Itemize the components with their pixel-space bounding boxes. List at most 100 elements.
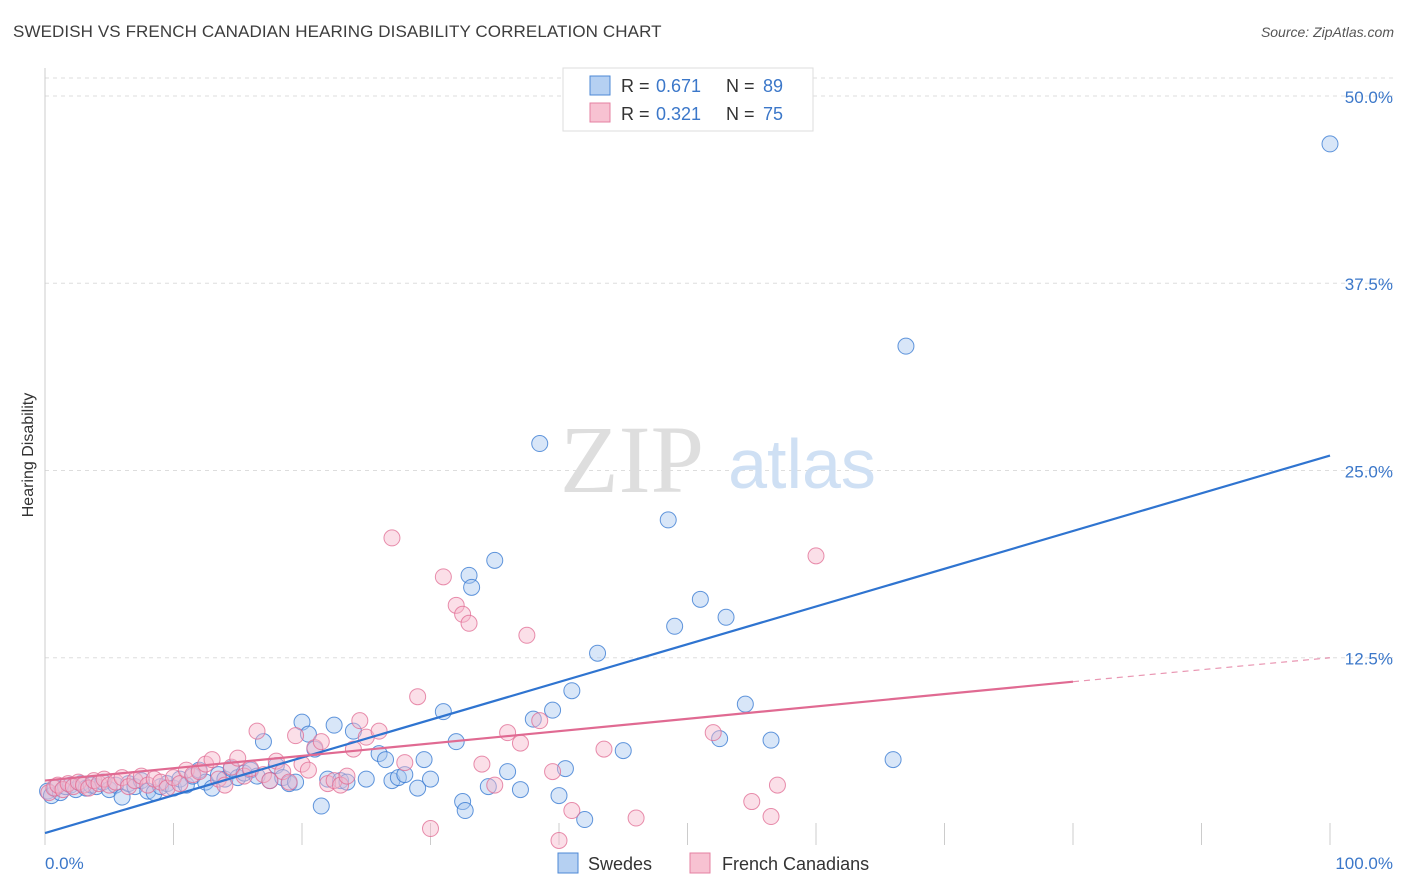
legend-swatch-swedes [557,852,579,874]
point-french-canadians [351,712,369,730]
point-swedes [556,760,574,778]
point-swedes [659,511,677,529]
legend-label-swedes: Swedes [588,854,652,874]
point-french-canadians [312,733,330,751]
x-tick-label: 0.0% [45,854,84,873]
point-swedes [486,551,504,569]
stats-swatch-swedes [589,75,611,96]
legend-label-french-canadians: French Canadians [722,854,869,874]
point-swedes [171,770,189,788]
point-french-canadians [447,596,465,614]
point-french-canadians [229,749,247,767]
source-label: Source: ZipAtlas.com [1260,24,1394,40]
point-french-canadians [499,724,517,742]
point-swedes [614,742,632,760]
stats-n-value: 89 [763,76,783,96]
point-french-canadians [627,809,645,827]
point-french-canadians [396,754,414,772]
point-french-canadians [248,722,266,740]
stats-swatch-french-canadians [589,102,611,123]
stats-legend: R = 0.671 N = 89 R = 0.321 N = 75 [562,67,814,132]
point-swedes [524,710,542,728]
stats-r-label: R = [621,104,650,124]
point-swedes [736,695,754,713]
stats-n-label: N = [726,104,755,124]
point-french-canadians [383,529,401,547]
point-french-canadians [422,820,439,838]
grid-layer [45,77,1395,659]
point-french-canadians [544,763,562,781]
points-layer [39,135,1339,850]
point-swedes [254,733,272,751]
stats-r-label: R = [621,76,650,96]
legend-swatch-french-canadians [689,852,711,874]
point-french-canadians [287,727,305,745]
point-french-canadians [768,776,786,794]
trendline-french-canadians [44,680,1074,782]
trendline-swedes [44,454,1331,835]
point-french-canadians [152,773,170,791]
point-swedes [544,701,562,719]
point-swedes [762,731,780,749]
point-swedes [479,778,497,796]
point-french-canadians [807,547,825,565]
point-swedes [377,751,395,769]
point-swedes [422,770,439,788]
watermark-zip: ZIP [560,406,704,513]
stats-row-french-canadians: R = 0.321 N = 75 [589,102,783,124]
point-french-canadians [460,614,478,632]
point-french-canadians [704,724,722,742]
point-swedes [531,435,549,453]
point-swedes [666,617,684,635]
point-swedes [691,590,709,608]
trendline-extension-french-canadians [1072,657,1331,683]
chart-title: SWEDISH VS FRENCH CANADIAN HEARING DISAB… [13,22,662,41]
point-swedes [463,578,481,596]
point-swedes [456,802,474,820]
point-swedes [576,811,594,829]
point-swedes [589,644,607,662]
point-swedes [711,730,729,748]
point-swedes [177,776,195,794]
stats-n-label: N = [726,76,755,96]
stats-row-swedes: R = 0.671 N = 89 [589,75,783,96]
point-french-canadians [434,568,452,586]
point-french-canadians [762,808,780,826]
x-tick-label: 100.0% [1335,854,1393,873]
watermark-atlas: atlas [728,425,876,503]
point-swedes [409,779,427,797]
point-french-canadians [550,832,568,850]
point-swedes [550,787,568,805]
point-french-canadians [563,802,581,820]
legend-item-french-canadians[interactable]: French Canadians [689,852,869,874]
point-swedes [1321,135,1339,153]
y-tick-label: 12.5% [1345,650,1393,669]
trend-layer [44,454,1331,835]
point-french-canadians [332,776,350,794]
point-french-canadians [120,778,138,796]
point-swedes [312,797,330,815]
point-french-canadians [454,605,472,623]
legend-item-swedes[interactable]: Swedes [557,852,652,874]
point-french-canadians [595,740,613,758]
point-swedes [499,763,517,781]
point-french-canadians [743,793,761,811]
axis-layer: 12.5% 25.0% 37.5% 50.0% 0.0% 100.0% [44,68,1393,873]
point-french-canadians [261,772,279,790]
point-swedes [287,773,305,791]
point-swedes [563,682,581,700]
watermark: ZIP atlas [560,406,876,513]
point-swedes [126,778,144,796]
point-french-canadians [518,626,536,644]
point-french-canadians [139,776,157,794]
point-swedes [897,337,915,355]
point-french-canadians [299,761,317,779]
point-swedes [396,766,414,784]
point-french-canadians [165,769,182,787]
point-swedes [357,770,375,788]
point-swedes [717,608,735,626]
point-french-canadians [280,773,298,791]
point-french-canadians [409,688,427,706]
y-tick-label: 50.0% [1345,88,1393,107]
